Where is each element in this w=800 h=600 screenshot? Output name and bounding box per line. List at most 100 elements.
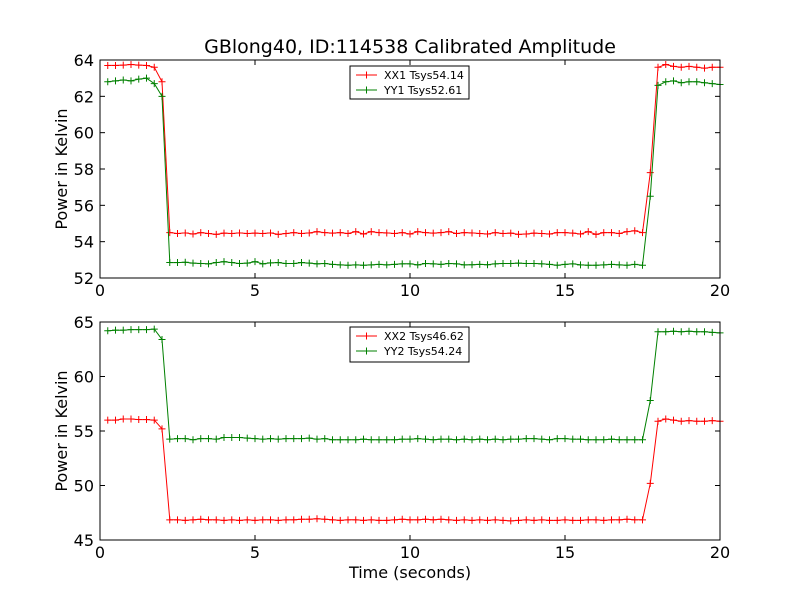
data-point-marker	[577, 435, 584, 443]
data-point-marker	[553, 516, 561, 524]
data-point-marker	[135, 75, 143, 83]
y-tick-label: 62	[74, 87, 94, 106]
top-plot-panel: 0 5 10 15 20 52 54 56 58 60 62 64 Power in Kelvin XX1…	[52, 51, 730, 300]
data-point-marker	[600, 261, 608, 269]
data-point-marker	[305, 259, 313, 267]
data-point-marker	[174, 229, 181, 237]
data-point-marker	[197, 259, 205, 267]
data-point-marker	[460, 229, 468, 237]
data-point-marker	[701, 79, 708, 87]
data-point-marker	[600, 516, 608, 524]
data-point-marker	[646, 479, 654, 487]
data-point-marker	[329, 516, 336, 524]
data-point-marker	[615, 229, 623, 237]
data-point-marker	[305, 229, 313, 237]
data-point-marker	[181, 258, 189, 266]
data-point-marker	[398, 515, 406, 523]
data-point-marker	[522, 435, 530, 443]
data-point-marker	[267, 229, 274, 237]
data-point-marker	[321, 435, 329, 443]
data-point-marker	[499, 436, 507, 444]
data-point-marker	[212, 230, 220, 238]
data-point-marker	[321, 515, 329, 523]
data-point-marker	[282, 516, 290, 524]
y-tick-label: 56	[74, 196, 94, 215]
legend-marker	[363, 86, 370, 94]
data-point-marker	[189, 259, 197, 267]
data-point-marker	[546, 260, 553, 268]
data-point-marker	[592, 261, 600, 269]
data-point-marker	[476, 229, 484, 237]
data-point-marker	[197, 435, 205, 443]
data-point-marker	[104, 416, 112, 424]
data-point-marker	[158, 92, 166, 100]
data-point-marker	[150, 63, 158, 71]
data-point-marker	[484, 436, 491, 444]
data-point-marker	[174, 259, 181, 267]
data-point-marker	[104, 61, 112, 69]
series-line	[107, 418, 721, 522]
data-point-marker	[445, 259, 453, 267]
data-point-marker	[608, 229, 615, 237]
data-point-marker	[584, 261, 592, 269]
legend-marker	[363, 332, 370, 340]
data-point-marker	[631, 516, 639, 524]
data-point-marker	[429, 516, 437, 524]
y-tick-label: 45	[74, 531, 94, 550]
data-point-marker	[569, 435, 577, 443]
data-point-marker	[398, 260, 406, 268]
data-point-marker	[484, 516, 491, 524]
data-point-marker	[429, 229, 437, 237]
data-point-marker	[236, 434, 243, 442]
data-point-marker	[437, 229, 445, 237]
data-point-marker	[391, 516, 398, 524]
chart-title: GBlong40, ID:114538 Calibrated Amplitude	[204, 36, 616, 58]
x-tick-label: 10	[400, 281, 420, 300]
data-point-marker	[127, 61, 135, 69]
data-point-marker	[282, 229, 290, 237]
legend-box	[349, 65, 470, 100]
series-xx2	[104, 415, 724, 525]
data-point-marker	[468, 229, 476, 237]
data-point-marker	[445, 516, 453, 524]
data-point-marker	[437, 435, 445, 443]
data-point-marker	[290, 259, 298, 267]
data-point-marker	[166, 516, 174, 524]
data-point-marker	[608, 260, 615, 268]
data-point-marker	[538, 260, 546, 268]
data-point-marker	[344, 261, 352, 269]
legend-entry-label: XX2 Tsys46.62	[384, 330, 464, 343]
data-point-marker	[538, 435, 546, 443]
data-point-marker	[453, 516, 460, 524]
data-point-marker	[414, 228, 422, 236]
data-point-marker	[119, 76, 127, 84]
data-point-marker	[135, 416, 143, 424]
data-point-marker	[491, 229, 499, 237]
data-point-marker	[530, 516, 538, 524]
x-tick-label: 20	[710, 281, 730, 300]
data-point-marker	[398, 229, 406, 237]
data-point-marker	[453, 229, 460, 237]
data-point-marker	[670, 62, 677, 70]
x-axis-label: Time (seconds)	[348, 563, 471, 582]
data-point-marker	[243, 516, 251, 524]
data-point-marker	[484, 261, 491, 269]
data-point-marker	[336, 516, 344, 524]
data-point-marker	[530, 435, 538, 443]
data-point-marker	[197, 229, 205, 237]
data-point-marker	[654, 63, 662, 71]
data-point-marker	[422, 259, 429, 267]
data-point-marker	[391, 229, 398, 237]
data-point-marker	[701, 417, 708, 425]
data-point-marker	[670, 327, 677, 335]
legend-entry-label: YY1 Tsys52.61	[383, 84, 462, 97]
data-point-marker	[228, 259, 236, 267]
data-point-marker	[181, 435, 189, 443]
data-point-marker	[639, 516, 646, 524]
data-point-marker	[422, 515, 429, 523]
data-point-marker	[375, 260, 383, 268]
data-point-marker	[584, 516, 592, 524]
data-point-marker	[639, 229, 646, 237]
data-point-marker	[313, 260, 321, 268]
data-point-marker	[329, 229, 336, 237]
